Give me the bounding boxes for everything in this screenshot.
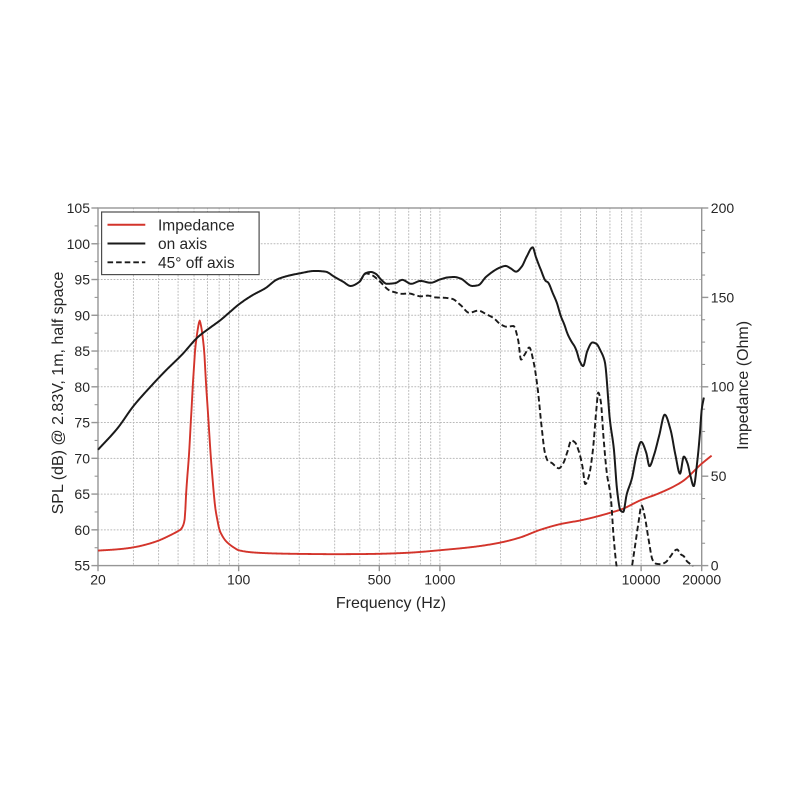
svg-text:100: 100 xyxy=(711,379,735,395)
svg-text:Impedance: Impedance xyxy=(158,217,235,234)
svg-text:80: 80 xyxy=(74,379,90,395)
svg-text:200: 200 xyxy=(711,200,735,216)
svg-text:Impedance (Ohm): Impedance (Ohm) xyxy=(735,321,752,450)
svg-text:60: 60 xyxy=(74,522,90,538)
svg-text:0: 0 xyxy=(711,558,719,574)
svg-text:85: 85 xyxy=(74,343,90,359)
svg-text:150: 150 xyxy=(711,289,735,305)
svg-text:1000: 1000 xyxy=(424,571,455,587)
svg-text:50: 50 xyxy=(711,468,727,484)
svg-text:70: 70 xyxy=(74,450,90,466)
svg-text:100: 100 xyxy=(227,571,251,587)
svg-text:90: 90 xyxy=(74,307,90,323)
svg-text:20000: 20000 xyxy=(682,571,721,587)
svg-text:75: 75 xyxy=(74,415,90,431)
svg-text:95: 95 xyxy=(74,272,90,288)
svg-text:Frequency (Hz): Frequency (Hz) xyxy=(336,595,446,612)
svg-text:100: 100 xyxy=(67,236,91,252)
svg-text:105: 105 xyxy=(67,200,91,216)
svg-text:500: 500 xyxy=(368,571,392,587)
svg-text:45° off axis: 45° off axis xyxy=(158,255,235,272)
svg-text:10000: 10000 xyxy=(622,571,661,587)
svg-text:SPL (dB) @ 2.83V, 1m, half spa: SPL (dB) @ 2.83V, 1m, half space xyxy=(50,272,67,515)
svg-text:20: 20 xyxy=(90,571,106,587)
svg-text:on axis: on axis xyxy=(158,236,207,253)
svg-text:65: 65 xyxy=(74,486,90,502)
svg-text:55: 55 xyxy=(74,558,90,574)
